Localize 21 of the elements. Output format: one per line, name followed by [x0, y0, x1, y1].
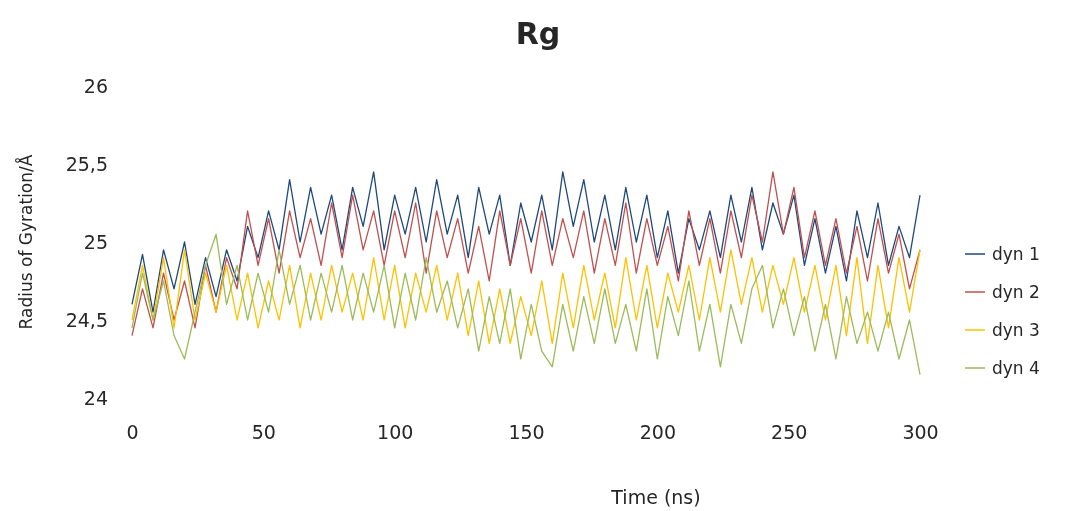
x-tick-label: 100: [377, 421, 414, 444]
y-tick-label: 26: [83, 74, 108, 97]
x-tick-label: 250: [771, 421, 808, 444]
y-tick-label: 24: [83, 386, 108, 409]
x-tick-label: 0: [126, 421, 139, 444]
y-tick-label: 25,5: [65, 152, 108, 175]
line-series: [131, 249, 921, 345]
line-series: [131, 233, 921, 376]
x-tick-label: 150: [508, 421, 545, 444]
legend-label: dyn 2: [992, 282, 1040, 302]
x-tick-label: 50: [251, 421, 276, 444]
legend-label: dyn 1: [992, 244, 1040, 264]
y-axis-title: Radius of Gyration/Å: [15, 154, 36, 330]
x-axis-title: Time (ns): [610, 486, 701, 508]
legend-label: dyn 3: [992, 320, 1040, 340]
chart-title: Rg: [515, 16, 561, 51]
y-tick-label: 24,5: [65, 308, 108, 331]
y-tick-label: 25: [83, 230, 108, 253]
x-tick-label: 200: [639, 421, 676, 444]
x-tick-label: 300: [902, 421, 939, 444]
legend-label: dyn 4: [992, 358, 1040, 378]
